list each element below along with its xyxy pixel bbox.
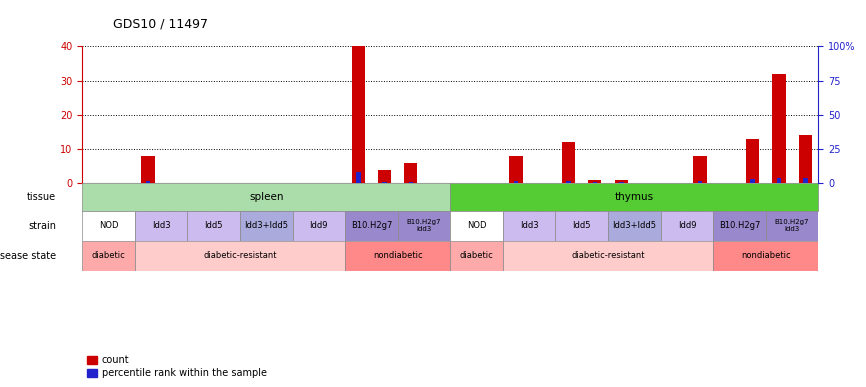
Text: B10.H2g7: B10.H2g7 <box>719 221 760 230</box>
Text: diabetic: diabetic <box>92 251 126 260</box>
Bar <box>772 74 785 183</box>
Bar <box>82 211 135 241</box>
Bar <box>293 211 346 241</box>
Text: B10.H2g7
Idd3: B10.H2g7 Idd3 <box>775 219 810 232</box>
Bar <box>378 170 391 183</box>
Bar <box>82 183 450 211</box>
Bar <box>240 211 293 241</box>
Text: diabetic: diabetic <box>460 251 494 260</box>
Bar <box>503 211 555 241</box>
Bar <box>766 211 818 241</box>
Text: thymus: thymus <box>615 192 654 202</box>
Text: diabetic-resistant: diabetic-resistant <box>572 251 645 260</box>
Text: NOD: NOD <box>99 221 119 230</box>
Bar <box>346 211 397 241</box>
Text: diabetic-resistant: diabetic-resistant <box>204 251 277 260</box>
Bar <box>135 241 346 271</box>
Bar <box>346 241 450 271</box>
Text: disease state: disease state <box>0 251 56 261</box>
Text: spleen: spleen <box>249 192 283 202</box>
Bar <box>619 182 624 183</box>
Bar <box>503 241 714 271</box>
Bar <box>714 211 766 241</box>
Bar <box>404 163 417 183</box>
Text: nondiabetic: nondiabetic <box>741 251 791 260</box>
Bar <box>450 241 503 271</box>
Bar <box>562 142 575 183</box>
Bar <box>608 211 661 241</box>
Text: nondiabetic: nondiabetic <box>373 251 423 260</box>
Bar <box>615 180 628 183</box>
Text: Idd5: Idd5 <box>572 221 591 230</box>
Bar <box>509 156 522 183</box>
Text: NOD: NOD <box>467 221 487 230</box>
Bar <box>694 156 707 183</box>
Text: Idd9: Idd9 <box>310 221 328 230</box>
Text: Idd3+Idd5: Idd3+Idd5 <box>244 221 288 230</box>
Bar <box>352 46 365 183</box>
Bar <box>356 172 360 183</box>
Bar <box>566 181 571 183</box>
Text: Idd3: Idd3 <box>520 221 539 230</box>
Bar <box>777 178 781 183</box>
Bar <box>803 178 807 183</box>
Text: Idd5: Idd5 <box>204 221 223 230</box>
Bar <box>141 156 154 183</box>
Bar <box>588 180 602 183</box>
Bar <box>450 211 503 241</box>
Text: strain: strain <box>28 221 56 231</box>
Bar <box>409 182 413 183</box>
Bar <box>82 183 818 185</box>
Legend: count, percentile rank within the sample: count, percentile rank within the sample <box>87 355 267 378</box>
Text: Idd9: Idd9 <box>678 221 696 230</box>
Text: B10.H2g7: B10.H2g7 <box>351 221 392 230</box>
Bar <box>382 182 387 183</box>
Bar <box>746 139 759 183</box>
Bar <box>714 241 818 271</box>
Bar <box>592 182 598 183</box>
Bar <box>187 211 240 241</box>
Text: B10.H2g7
Idd3: B10.H2g7 Idd3 <box>407 219 442 232</box>
Bar <box>750 179 755 183</box>
Bar <box>555 211 608 241</box>
Bar <box>397 211 450 241</box>
Bar <box>661 211 714 241</box>
Bar <box>135 211 187 241</box>
Bar <box>82 241 135 271</box>
Text: tissue: tissue <box>27 192 56 202</box>
Text: Idd3: Idd3 <box>152 221 171 230</box>
Bar <box>798 135 811 183</box>
Bar <box>450 183 818 211</box>
Bar <box>514 181 519 183</box>
Bar <box>698 181 702 183</box>
Text: Idd3+Idd5: Idd3+Idd5 <box>612 221 656 230</box>
Bar <box>145 181 151 183</box>
Text: GDS10 / 11497: GDS10 / 11497 <box>113 18 208 31</box>
